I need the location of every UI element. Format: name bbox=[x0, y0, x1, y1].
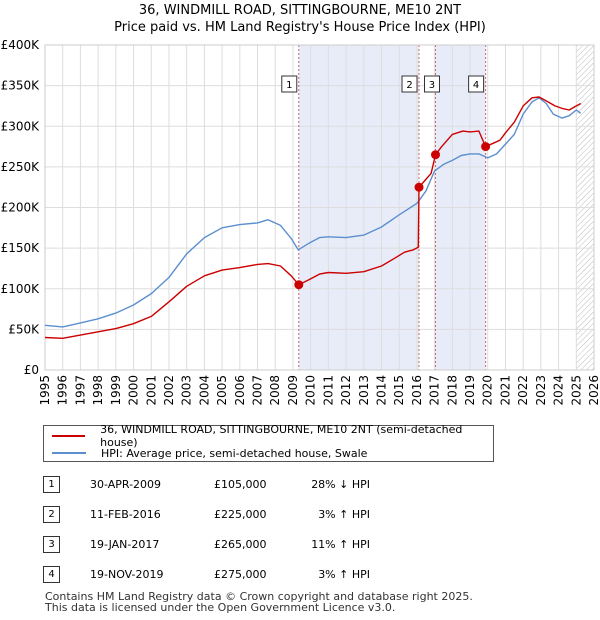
legend-swatch-hpi bbox=[52, 452, 86, 454]
x-tick-label: 2013 bbox=[357, 375, 371, 406]
y-tick-label: £150K bbox=[1, 241, 41, 255]
x-tick-label: 2012 bbox=[339, 375, 353, 406]
chart-title: 36, WINDMILL ROAD, SITTINGBOURNE, ME10 2… bbox=[138, 3, 462, 18]
x-tick-label: 2001 bbox=[144, 375, 158, 406]
y-tick-label: £350K bbox=[1, 79, 41, 93]
chart-subtitle: Price paid vs. HM Land Registry's House … bbox=[114, 20, 486, 35]
sale-number-badge: 2 bbox=[43, 506, 60, 523]
sale-price: £275,000 bbox=[214, 568, 267, 581]
x-tick-label: 2015 bbox=[392, 375, 406, 406]
sale-marker-label: 4 bbox=[473, 80, 479, 91]
sale-hpi-change: 28% ↓ HPI bbox=[311, 478, 370, 491]
hpi-line bbox=[44, 97, 582, 328]
x-tick-label: 2021 bbox=[498, 375, 512, 406]
y-tick-label: £200K bbox=[1, 201, 41, 215]
x-tick-label: 2000 bbox=[127, 375, 141, 406]
x-tick-label: 2025 bbox=[569, 375, 583, 406]
x-tick-label: 2016 bbox=[410, 375, 424, 406]
sale-point bbox=[481, 142, 491, 152]
price-chart: 1 2 3 4 £0 £50K £100K £150K £200K £250K £300K £350K… bbox=[1, 38, 600, 406]
footer-licence: This data is licensed under the Open Gov… bbox=[45, 601, 396, 614]
x-tick-label: 2007 bbox=[251, 375, 265, 406]
x-tick-label: 2014 bbox=[374, 375, 388, 406]
x-tick-label: 2011 bbox=[321, 375, 335, 406]
sale-date: 19-NOV-2019 bbox=[90, 568, 164, 581]
sale-marker-label: 1 bbox=[286, 80, 292, 91]
x-tick-label: 1995 bbox=[38, 375, 52, 406]
chart-legend: 36, WINDMILL ROAD, SITTINGBOURNE, ME10 2… bbox=[43, 423, 494, 462]
x-tick-label: 2010 bbox=[304, 375, 318, 406]
x-tick-label: 2008 bbox=[268, 375, 282, 406]
x-tick-label: 2023 bbox=[534, 375, 548, 406]
sale-row: 1 30-APR-2009 £105,000 28% ↓ HPI bbox=[0, 476, 600, 498]
sale-marker-box bbox=[281, 75, 298, 93]
x-tick-label: 1996 bbox=[56, 375, 70, 406]
sale-row: 3 19-JAN-2017 £265,000 11% ↑ HPI bbox=[0, 536, 600, 558]
sale-point bbox=[430, 150, 440, 160]
x-tick-label: 2004 bbox=[197, 375, 211, 406]
sale-date: 11-FEB-2016 bbox=[90, 508, 161, 521]
sale-marker-box bbox=[423, 75, 440, 93]
sale-marker-box bbox=[468, 75, 485, 93]
y-tick-label: £0 bbox=[24, 363, 39, 377]
plot-frame bbox=[44, 44, 595, 371]
y-tick-label: £50K bbox=[8, 322, 40, 336]
sale-number-badge: 4 bbox=[43, 566, 60, 583]
sale-number-badge: 3 bbox=[43, 536, 60, 553]
y-tick-label: £400K bbox=[1, 38, 41, 52]
sale-date: 19-JAN-2017 bbox=[90, 538, 160, 551]
x-tick-label: 2017 bbox=[428, 375, 442, 406]
legend-label-property: 36, WINDMILL ROAD, SITTINGBOURNE, ME10 2… bbox=[100, 423, 463, 449]
x-tick-label: 2006 bbox=[233, 375, 247, 406]
sale-date: 30-APR-2009 bbox=[90, 478, 162, 491]
sale-number-badge: 1 bbox=[43, 476, 60, 493]
y-tick-label: £100K bbox=[1, 282, 41, 296]
x-tick-label: 2002 bbox=[162, 375, 176, 406]
x-tick-label: 1999 bbox=[109, 375, 123, 406]
x-tick-label: 1997 bbox=[73, 375, 87, 406]
sale-marker-label: 2 bbox=[406, 80, 412, 91]
x-tick-label: 2009 bbox=[286, 375, 300, 406]
x-tick-label: 2022 bbox=[516, 375, 530, 406]
x-tick-label: 2003 bbox=[180, 375, 194, 406]
footer-copyright: Contains HM Land Registry data © Crown c… bbox=[45, 590, 473, 603]
legend-item-property: 36, WINDMILL ROAD, SITTINGBOURNE, ME10 2… bbox=[52, 423, 493, 449]
sale-price: £265,000 bbox=[214, 538, 267, 551]
sale-hpi-change: 3% ↑ HPI bbox=[318, 568, 370, 581]
sale-price: £225,000 bbox=[214, 508, 267, 521]
y-tick-label: £250K bbox=[1, 160, 41, 174]
x-tick-label: 1998 bbox=[91, 375, 105, 406]
sale-point bbox=[294, 280, 304, 290]
x-tick-label: 2020 bbox=[481, 375, 495, 406]
property-price-line bbox=[44, 96, 582, 339]
y-tick-label: £300K bbox=[1, 119, 41, 133]
x-tick-label: 2018 bbox=[445, 375, 459, 406]
x-tick-label: 2005 bbox=[215, 375, 229, 406]
legend-item-hpi: HPI: Average price, semi-detached house,… bbox=[52, 445, 367, 461]
sale-row: 4 19-NOV-2019 £275,000 3% ↑ HPI bbox=[0, 566, 600, 588]
legend-swatch-property bbox=[52, 435, 86, 437]
sale-marker-box bbox=[401, 75, 418, 93]
x-tick-label: 2026 bbox=[587, 375, 600, 406]
sale-row: 2 11-FEB-2016 £225,000 3% ↑ HPI bbox=[0, 506, 600, 528]
sale-hpi-change: 3% ↑ HPI bbox=[318, 508, 370, 521]
sale-point bbox=[414, 182, 424, 192]
x-tick-label: 2019 bbox=[463, 375, 477, 406]
sale-marker-label: 3 bbox=[429, 80, 435, 91]
sale-hpi-change: 11% ↑ HPI bbox=[311, 538, 370, 551]
x-tick-label: 2024 bbox=[552, 375, 566, 406]
sale-price: £105,000 bbox=[214, 478, 267, 491]
legend-label-hpi: HPI: Average price, semi-detached house,… bbox=[101, 446, 368, 460]
